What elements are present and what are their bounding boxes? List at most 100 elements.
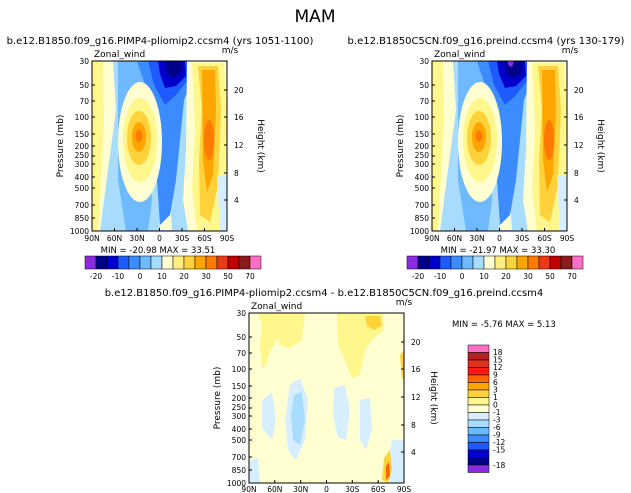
height-tick-label: 12 (234, 141, 244, 150)
x-tick-label: 90S (560, 234, 575, 243)
colorbar-box (467, 449, 490, 458)
height-tick-label: 12 (574, 141, 584, 150)
colorbar-box (467, 464, 490, 473)
contour-field (249, 313, 404, 483)
contour-band (135, 130, 143, 142)
variable-label: Zonal_wind (434, 50, 485, 60)
colorbar-label: 50 (545, 272, 555, 281)
colorbar-label: -10 (112, 272, 124, 281)
colorbar-label: -1 (493, 408, 501, 417)
colorbar-box (467, 352, 490, 361)
colorbar-box (467, 359, 490, 368)
colorbar-box (249, 255, 262, 270)
y-tick-label: 200 (75, 142, 90, 151)
colorbar-box (467, 419, 490, 428)
colorbar-box (467, 457, 490, 466)
left-axis: 30 50 70 100 150 200 250 300 400 500 700… (213, 309, 252, 488)
y-tick-label: 500 (415, 184, 430, 193)
y-tick-label: 250 (415, 151, 430, 160)
x-tick-label: 30S (515, 234, 530, 243)
x-tick-label: 30S (345, 485, 360, 493)
colorbar-label: 0 (493, 401, 498, 410)
colorbar-box (467, 404, 490, 413)
colorbar-label: 3 (493, 386, 498, 395)
colorbar-box (527, 255, 540, 270)
colorbar-label: -3 (493, 416, 501, 425)
colorbar-box (467, 374, 490, 383)
y-tick-label: 400 (232, 425, 247, 434)
y-tick-label: 30 (236, 309, 246, 318)
colorbar-label: 0 (138, 272, 143, 281)
y-tick-label: 70 (236, 349, 246, 358)
right-axis: 20 16 12 8 4 Height (km) (564, 86, 605, 205)
colorbar-label: 20 (501, 272, 511, 281)
min-max-label: MIN = -5.76 MAX = 5.13 (452, 320, 556, 330)
colorbar: -20 -10 0 10 20 30 50 70 (84, 255, 262, 281)
x-tick-label: 60N (267, 485, 282, 493)
x-tick-label: 0 (324, 485, 329, 493)
colorbar-box (128, 255, 141, 270)
y-tick-label: 250 (75, 151, 90, 160)
colorbar-box (467, 367, 490, 376)
panel-plio: b.e12.B1850.f09_g16.PIMP4-pliomip2.ccsm4… (7, 36, 314, 281)
colorbar-label: 18 (493, 348, 503, 357)
colorbar-label: 15 (493, 356, 503, 365)
contour-band (360, 398, 372, 450)
height-tick-label: 16 (234, 113, 244, 122)
colorbar-box (467, 427, 490, 436)
panel-title: b.e12.B1850.f09_g16.PIMP4-pliomip2.ccsm4… (7, 36, 314, 47)
contour-band (249, 458, 260, 483)
y-tick-label: 100 (75, 113, 90, 122)
colorbar-box (516, 255, 529, 270)
x-tick-label: 30N (293, 485, 308, 493)
colorbar-label: 12 (493, 363, 503, 372)
x-tick-label: 30N (469, 234, 484, 243)
x-tick-label: 90N (424, 234, 439, 243)
height-tick-label: 20 (234, 86, 244, 95)
height-tick-label: 4 (411, 448, 416, 457)
colorbar-box (161, 255, 174, 270)
contour-band (262, 392, 276, 440)
height-axis-label: Height (km) (595, 119, 605, 173)
colorbar-label: -20 (90, 272, 102, 281)
y-tick-label: 30 (419, 57, 429, 66)
colorbar-box (494, 255, 507, 270)
contour-band (337, 313, 384, 378)
colorbar-box (467, 397, 490, 406)
y-tick-label: 1000 (70, 227, 89, 236)
bottom-axis: 90N 60N 30N 0 30S 60S 90S (241, 480, 411, 493)
y-tick-label: 50 (236, 333, 246, 342)
contour-band (348, 361, 356, 373)
y-tick-label: 70 (79, 97, 89, 106)
left-axis: 30 50 70 100 150 200 250 300 400 500 700… (396, 57, 435, 236)
height-tick-label: 4 (574, 196, 579, 205)
min-max-label: MIN = -20.98 MAX = 33.51 (101, 246, 216, 256)
colorbar: -20 -10 0 10 20 30 50 70 (406, 255, 584, 281)
height-tick-label: 16 (411, 365, 421, 374)
colorbar-label: -6 (493, 423, 501, 432)
y-axis-label: Pressure (mb) (396, 115, 406, 178)
contour-band (260, 316, 283, 368)
height-axis-label: Height (km) (428, 371, 438, 425)
y-tick-label: 1000 (227, 479, 246, 488)
y-tick-label: 700 (415, 201, 430, 210)
panel-title: b.e12.B1850.f09_g16.PIMP4-pliomip2.ccsm4… (105, 288, 544, 299)
x-tick-label: 90N (241, 485, 256, 493)
colorbar-box (549, 255, 562, 270)
variable-label: Zonal_wind (94, 50, 145, 60)
contour-band (507, 61, 514, 67)
y-tick-label: 300 (415, 160, 430, 169)
colorbar-box (95, 255, 108, 270)
y-tick-label: 100 (415, 113, 430, 122)
colorbar-box (84, 255, 97, 270)
x-tick-label: 60N (107, 234, 122, 243)
colorbar-box (227, 255, 240, 270)
colorbar-box (216, 255, 229, 270)
colorbar-box (406, 255, 419, 270)
contour-band (475, 130, 483, 142)
contour-band (557, 175, 567, 231)
colorbar-label: 1 (493, 393, 498, 402)
contour-band (165, 61, 183, 78)
contour-band (204, 120, 214, 160)
